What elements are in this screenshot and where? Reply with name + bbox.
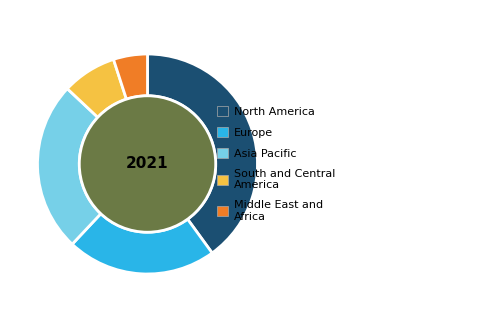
Wedge shape <box>72 214 212 274</box>
Wedge shape <box>114 54 148 99</box>
Text: 2021: 2021 <box>126 156 169 172</box>
Wedge shape <box>68 59 126 117</box>
Circle shape <box>80 96 216 232</box>
Legend: North America, Europe, Asia Pacific, South and Central
America, Middle East and
: North America, Europe, Asia Pacific, Sou… <box>214 103 338 225</box>
Wedge shape <box>148 54 258 253</box>
Wedge shape <box>38 89 101 244</box>
